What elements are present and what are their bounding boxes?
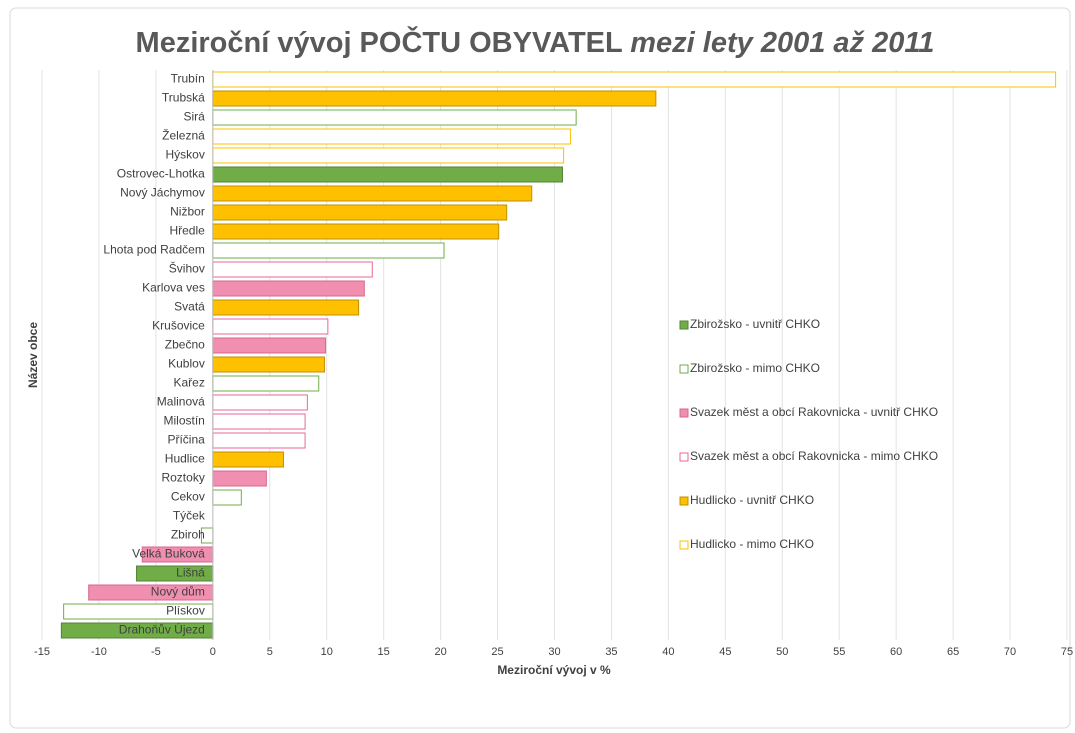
bar	[212, 147, 565, 164]
bar	[212, 204, 508, 221]
x-tick-label: -10	[91, 646, 107, 658]
y-tick-label: Hýskov	[165, 148, 204, 162]
y-tick-label: Roztoky	[161, 471, 204, 485]
y-tick-label: Trubská	[162, 91, 205, 105]
y-tick-label: Zbečno	[165, 338, 205, 352]
x-tick-label: 70	[1004, 646, 1016, 658]
x-tick-label: 55	[833, 646, 845, 658]
y-tick-label: Krušovice	[152, 319, 205, 333]
x-tick-label: 25	[491, 646, 503, 658]
bar	[212, 489, 242, 506]
bar	[212, 242, 445, 259]
y-tick-label: Milostín	[163, 414, 204, 428]
y-tick-label: Sirá	[183, 110, 205, 124]
x-tick-label: 30	[548, 646, 560, 658]
y-tick-label: Nový dům	[151, 585, 205, 599]
y-tick-label: Lhota pod Radčem	[103, 243, 204, 257]
y-tick-label: Kařez	[173, 376, 204, 390]
legend-label: Svazek měst a obcí Rakovnicka - mimo CHK…	[690, 449, 938, 463]
y-tick-label: Plískov	[166, 604, 205, 618]
x-tick-label: 20	[434, 646, 446, 658]
y-tick-label: Ostrovec-Lhotka	[117, 167, 205, 181]
legend-swatch	[679, 540, 689, 550]
bar	[212, 71, 1057, 88]
bar	[212, 375, 320, 392]
legend-label: Hudlicko - mimo CHKO	[690, 537, 814, 551]
bar	[212, 166, 563, 183]
y-tick-label: Železná	[162, 128, 205, 143]
y-tick-label: Švihov	[169, 261, 205, 276]
bar	[212, 223, 500, 240]
bar	[212, 109, 577, 126]
y-axis-title: Název obce	[26, 322, 40, 388]
y-tick-label: Týček	[173, 509, 206, 523]
title-main: Meziroční vývoj POČTU OBYVATEL	[136, 25, 623, 59]
x-tick-label: 40	[662, 646, 674, 658]
bar	[212, 337, 327, 354]
bar	[212, 318, 329, 335]
bar	[212, 413, 306, 430]
x-tick-label: 50	[776, 646, 788, 658]
y-tick-label: Svatá	[174, 300, 205, 314]
legend-swatch	[679, 452, 689, 462]
legend-label: Svazek měst a obcí Rakovnicka - uvnitř C…	[690, 405, 938, 419]
x-tick-label: 5	[267, 646, 273, 658]
legend-swatch	[679, 364, 689, 374]
bar	[212, 90, 657, 107]
y-tick-label: Velká Buková	[132, 547, 205, 561]
bar	[212, 280, 365, 297]
bar	[212, 261, 373, 278]
bar	[212, 470, 267, 487]
x-tick-label: 15	[378, 646, 390, 658]
y-tick-label: Nový Jáchymov	[120, 186, 205, 200]
grid-group	[41, 70, 1068, 640]
title-italic: mezi lety 2001 až 2011	[630, 27, 934, 59]
bar	[212, 185, 533, 202]
x-tick-label: 35	[605, 646, 617, 658]
y-tick-label: Kublov	[168, 357, 205, 371]
legend-label: Hudlicko - uvnitř CHKO	[690, 493, 814, 507]
x-tick-label: 60	[890, 646, 902, 658]
x-tick-label: 65	[947, 646, 959, 658]
x-tick-label: -15	[34, 646, 50, 658]
x-tick-label: 45	[719, 646, 731, 658]
bar	[212, 432, 306, 449]
y-tick-label: Příčina	[167, 433, 205, 447]
y-tick-label: Hředle	[169, 224, 205, 238]
bar	[212, 356, 325, 373]
y-tick-label: Lišná	[176, 566, 205, 580]
bar	[212, 451, 284, 468]
x-tick-label: 10	[321, 646, 333, 658]
y-tick-label: Hudlice	[165, 452, 205, 466]
y-tick-label: Malinová	[157, 395, 205, 409]
legend-swatch	[679, 496, 689, 506]
bar	[212, 394, 308, 411]
y-tick-label: Cekov	[171, 490, 205, 504]
y-tick-label: Nižbor	[170, 205, 205, 219]
x-tick-label: 0	[210, 646, 216, 658]
legend-swatch	[679, 408, 689, 418]
x-tick-label: -5	[151, 646, 161, 658]
y-tick-label: Karlova ves	[142, 281, 205, 295]
legend-label: Zbirožsko - mimo CHKO	[690, 361, 820, 375]
x-axis-title: Meziroční vývoj v %	[497, 663, 611, 677]
legend-label: Zbirožsko - uvnitř CHKO	[690, 317, 820, 331]
bar	[212, 128, 571, 145]
y-tick-label: Zbiroh	[171, 528, 205, 542]
y-tick-label: Drahoňův Újezd	[119, 622, 205, 637]
x-tick-label: 75	[1061, 646, 1073, 658]
bar	[212, 299, 360, 316]
legend-swatch	[679, 320, 689, 330]
chart-title: Meziroční vývoj POČTU OBYVATEL mezi lety…	[136, 25, 935, 59]
y-tick-label: Trubín	[171, 72, 205, 86]
